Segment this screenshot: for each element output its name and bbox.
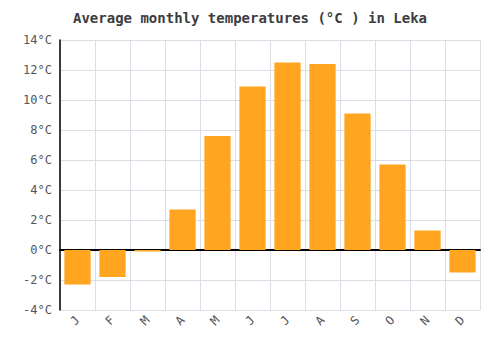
svg-text:Average monthly temperatures (: Average monthly temperatures (°C ) in Le… [73,10,427,26]
svg-text:-2°C: -2°C [23,273,52,287]
svg-text:J: J [242,313,257,328]
svg-text:N: N [417,313,432,328]
svg-text:12°C: 12°C [23,63,52,77]
svg-text:0°C: 0°C [30,243,52,257]
svg-text:8°C: 8°C [30,123,52,137]
svg-text:D: D [452,313,467,328]
svg-text:M: M [137,313,152,328]
svg-text:14°C: 14°C [23,33,52,47]
svg-text:F: F [102,313,117,328]
svg-text:6°C: 6°C [30,153,52,167]
svg-text:S: S [347,313,362,328]
svg-text:A: A [312,313,327,328]
svg-text:O: O [382,313,397,328]
svg-text:2°C: 2°C [30,213,52,227]
svg-text:10°C: 10°C [23,93,52,107]
svg-text:A: A [172,313,187,328]
svg-text:-4°C: -4°C [23,303,52,317]
svg-text:4°C: 4°C [30,183,52,197]
svg-text:J: J [277,313,292,328]
svg-text:M: M [207,313,222,328]
svg-text:J: J [67,313,82,328]
